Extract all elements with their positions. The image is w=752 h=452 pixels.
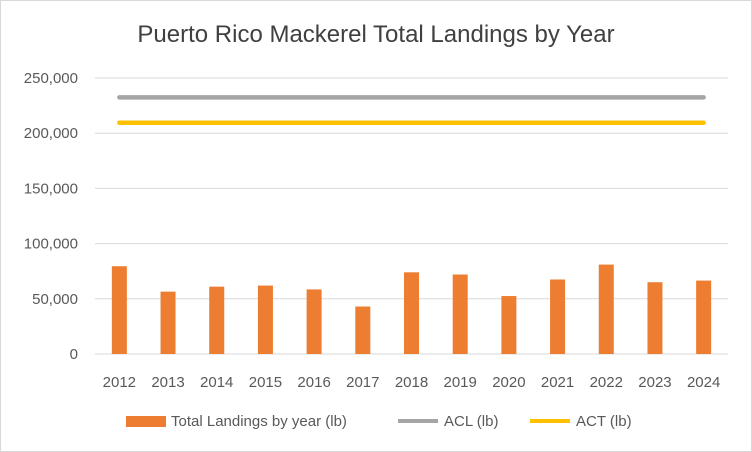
- bar: [452, 274, 468, 354]
- bar: [257, 285, 273, 354]
- x-tick-label: 2023: [638, 374, 671, 391]
- x-tick-label: 2018: [395, 374, 428, 391]
- x-tick-label: 2012: [103, 374, 136, 391]
- x-tick-label: 2022: [590, 374, 623, 391]
- legend-swatch-acl: [398, 419, 438, 423]
- y-tick-label: 150,000: [24, 180, 78, 197]
- y-tick-label: 0: [70, 346, 78, 363]
- bar: [404, 272, 419, 354]
- x-tick-label: 2021: [541, 374, 574, 391]
- bar: [696, 280, 712, 354]
- legend-label-landings: Total Landings by year (lb): [171, 412, 347, 430]
- x-tick-label: 2020: [492, 374, 525, 391]
- legend-swatch-act: [530, 419, 570, 423]
- legend-item-act: ACT (lb): [530, 410, 632, 432]
- bar: [209, 286, 225, 354]
- legend-swatch-landings: [126, 415, 166, 427]
- chart-title: Puerto Rico Mackerel Total Landings by Y…: [137, 21, 615, 48]
- x-tick-label: 2015: [249, 374, 282, 391]
- bar: [550, 279, 566, 354]
- x-tick-label: 2017: [346, 374, 379, 391]
- y-tick-label: 50,000: [32, 291, 78, 308]
- legend: Total Landings by year (lb) ACL (lb) ACT…: [1, 410, 751, 432]
- y-tick-label: 250,000: [24, 70, 78, 87]
- legend-item-acl: ACL (lb): [398, 410, 498, 432]
- bar: [111, 266, 127, 354]
- bar: [306, 289, 322, 354]
- x-tick-label: 2014: [200, 374, 233, 391]
- bar: [355, 306, 371, 354]
- x-tick-label: 2016: [297, 374, 330, 391]
- bar: [501, 296, 517, 354]
- x-tick-label: 2013: [151, 374, 184, 391]
- bar: [598, 264, 614, 354]
- x-tick-label: 2019: [444, 374, 477, 391]
- y-tick-label: 200,000: [24, 125, 78, 142]
- legend-item-landings: Total Landings by year (lb): [126, 410, 347, 432]
- x-tick-label: 2024: [687, 374, 720, 391]
- bar: [647, 282, 663, 354]
- bar: [160, 291, 176, 354]
- y-tick-label: 100,000: [24, 236, 78, 253]
- legend-label-acl: ACL (lb): [444, 412, 499, 430]
- legend-label-act: ACT (lb): [576, 412, 632, 430]
